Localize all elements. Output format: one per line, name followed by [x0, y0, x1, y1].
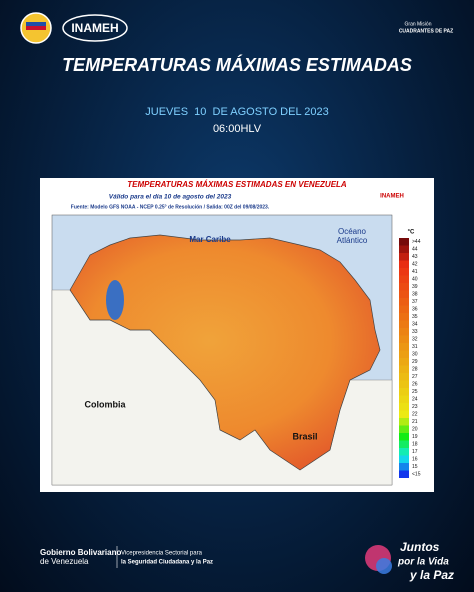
legend-swatch: [399, 268, 409, 276]
legend-label: 15: [412, 464, 418, 470]
map-source: Fuente: Modelo GFS NOAA - NCEP 0.25° de …: [71, 204, 270, 210]
legend-label: 24: [412, 397, 418, 403]
legend-unit: °C: [408, 230, 415, 236]
legend-label: 33: [412, 329, 418, 335]
legend-label: 20: [412, 427, 418, 433]
legend-swatch: [399, 260, 409, 268]
title: TEMPERATURAS MÁXIMAS ESTIMADAS: [62, 54, 412, 75]
map-logo: INAMEH: [380, 194, 404, 200]
legend-label: 22: [412, 412, 418, 418]
map-subtitle: Válido para el día 10 de agosto del 2023: [109, 194, 232, 201]
legend-label: 25: [412, 389, 418, 395]
legend-swatch: [399, 343, 409, 351]
legend-swatch: [399, 245, 409, 253]
date: JUEVES 10 DE AGOSTO DEL 2023: [145, 106, 328, 118]
footer-text: de Venezuela: [40, 557, 89, 566]
time: 06:00HLV: [213, 123, 262, 135]
legend-label: 38: [412, 292, 418, 298]
flag-stripe: [26, 26, 46, 30]
slogan: por la Vida: [397, 557, 449, 568]
sea-label: Mar Caribe: [189, 235, 231, 244]
venezuela: [69, 234, 381, 471]
inameh-logo: [62, 14, 128, 42]
legend-label: 18: [412, 442, 418, 448]
legend-label: 32: [412, 337, 418, 343]
legend-swatch: [399, 373, 409, 381]
legend-swatch: [399, 433, 409, 441]
legend-swatch: [399, 328, 409, 336]
legend-swatch: [399, 388, 409, 396]
legend-swatch: [399, 410, 409, 418]
legend-label: 31: [412, 344, 418, 350]
ocean-label: Atlántico: [337, 236, 368, 245]
legend-label: 29: [412, 359, 418, 365]
legend-label: 21: [412, 419, 418, 425]
legend-label: 34: [412, 322, 418, 328]
footer-text: Vicepresidencia Sectorial para: [121, 551, 203, 557]
legend-label: 41: [412, 269, 418, 275]
country-label: Brasil: [292, 431, 317, 441]
legend-label: 40: [412, 277, 418, 283]
legend-label: 36: [412, 307, 418, 313]
legend-label: 42: [412, 262, 418, 268]
legend-label: 39: [412, 284, 418, 290]
legend-swatch: [399, 335, 409, 343]
legend-swatch: [399, 418, 409, 426]
legend-swatch: [399, 463, 409, 471]
legend-label: 17: [412, 449, 418, 455]
legend-label: 30: [412, 352, 418, 358]
map-title: TEMPERATURAS MÁXIMAS ESTIMADAS EN VENEZU…: [127, 180, 347, 189]
legend-swatch: [399, 305, 409, 313]
footer-text: Gobierno Bolivariano: [40, 548, 121, 557]
lake-maracaibo: [106, 280, 124, 320]
ocean-label: Océano: [338, 227, 367, 236]
legend-swatch: [399, 365, 409, 373]
legend-swatch: [399, 238, 409, 246]
legend-swatch: [399, 275, 409, 283]
legend-swatch: [399, 313, 409, 321]
legend-swatch: [399, 448, 409, 456]
flag-stripe: [26, 22, 46, 26]
legend-swatch: [399, 395, 409, 403]
logo-text: Gran Misión: [405, 21, 432, 27]
legend-label: 44: [412, 247, 418, 253]
logo-text: INAMEH: [71, 21, 118, 35]
legend-swatch: [399, 283, 409, 291]
legend-swatch: [399, 470, 409, 478]
legend-swatch: [399, 425, 409, 433]
legend-swatch: [399, 440, 409, 448]
legend-swatch: [399, 358, 409, 366]
legend-swatch: [399, 403, 409, 411]
legend-swatch: [399, 298, 409, 306]
legend-swatch: [399, 290, 409, 298]
legend-label: 43: [412, 254, 418, 260]
legend-swatch: [399, 455, 409, 463]
legend-label: 26: [412, 382, 418, 388]
legend-label: 16: [412, 457, 418, 463]
country-label: Colombia: [84, 399, 126, 409]
legend-label: <15: [412, 472, 421, 478]
legend-label: >44: [412, 239, 421, 245]
footer-text: la Seguridad Ciudadana y la Paz: [121, 560, 213, 566]
legend-label: 28: [412, 367, 418, 373]
legend-label: 23: [412, 404, 418, 410]
legend-swatch: [399, 320, 409, 328]
slogan-logo: [376, 558, 392, 574]
legend-label: 27: [412, 374, 418, 380]
legend-swatch: [399, 350, 409, 358]
slogan: Juntos: [400, 540, 440, 554]
slogan: y la Paz: [409, 568, 454, 582]
legend-label: 37: [412, 299, 418, 305]
legend-swatch: [399, 253, 409, 261]
legend-label: 35: [412, 314, 418, 320]
legend-swatch: [399, 380, 409, 388]
logo-text: CUADRANTES DE PAZ: [399, 28, 453, 34]
legend-label: 19: [412, 434, 418, 440]
